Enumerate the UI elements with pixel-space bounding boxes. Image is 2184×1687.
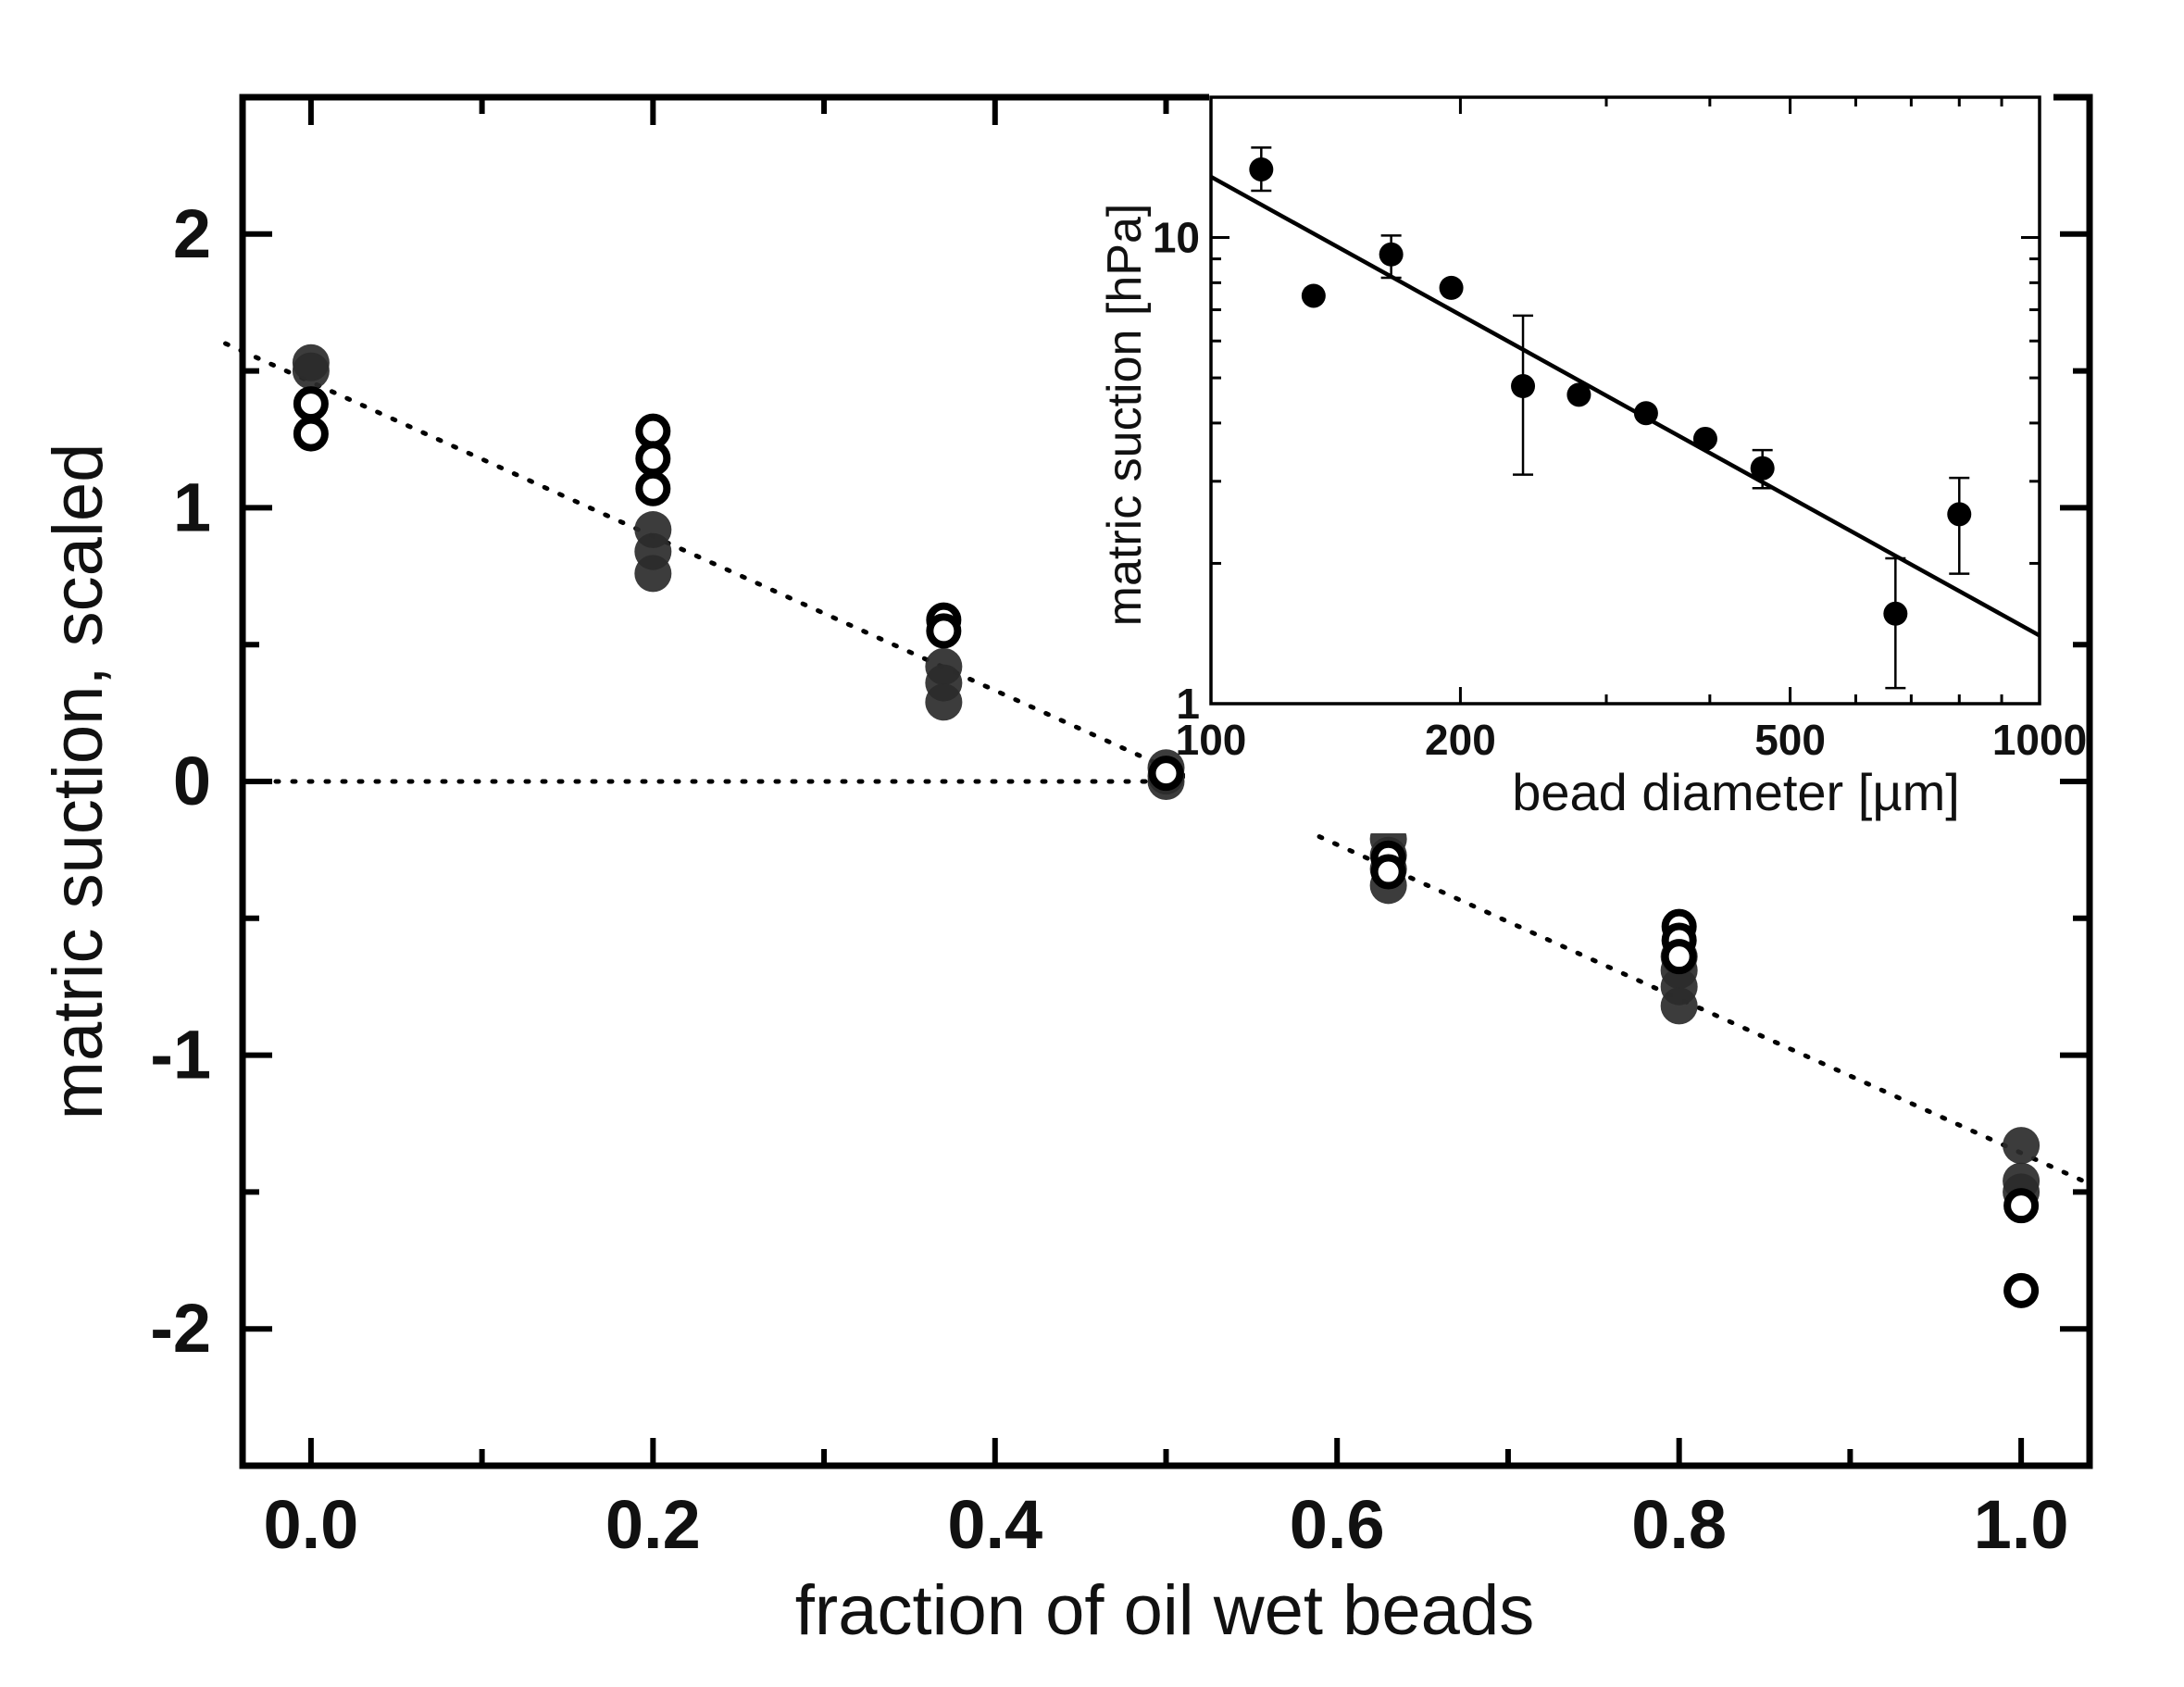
inset-y-axis-title: matric suction [hPa] (1098, 204, 1152, 627)
inset-plot-frame (1209, 95, 2041, 706)
inset-y-tick-label: 10 (1153, 214, 1200, 262)
y-tick-label: 2 (173, 195, 211, 272)
inset-data-point (1750, 456, 1775, 481)
inset-label-backdrop (1185, 713, 2060, 833)
inset-data-points (1249, 146, 1972, 690)
x-tick-label: 0.8 (1631, 1486, 1727, 1563)
main-plot-frame (239, 94, 2093, 1469)
x-tick-label: 0.0 (263, 1486, 358, 1563)
inset-y-tick-labels: 10 1 (1153, 214, 1200, 728)
open-data-point (1148, 756, 1184, 792)
open-data-point (926, 613, 962, 649)
inset-x-tick-label: 500 (1754, 716, 1826, 764)
inset-background (1209, 93, 2053, 704)
filled-data-point (292, 352, 330, 390)
y-tick-label: -2 (150, 1290, 211, 1367)
filled-data-point (634, 555, 672, 593)
y-tick-label: 0 (173, 743, 211, 819)
x-tick-label: 0.6 (1290, 1486, 1385, 1563)
y-tick-label: -1 (150, 1017, 211, 1093)
inset-data-point (1692, 426, 1717, 451)
open-data-point (635, 470, 671, 506)
inset-x-tick-label: 1000 (1992, 716, 2087, 764)
inset-data-point (1511, 374, 1536, 399)
inset-data-point (1566, 382, 1591, 407)
x-tick-label: 0.2 (605, 1486, 701, 1563)
inset-plot: 100 200 500 1000 10 1 bead diameter [µm] mat… (1098, 93, 2087, 833)
open-data-point (2003, 1272, 2040, 1308)
open-data-point (2003, 1188, 2040, 1224)
inset-data-point (1633, 401, 1658, 426)
inset-data-point (1301, 283, 1326, 308)
main-data-points (292, 344, 2040, 1308)
inset-x-tick-label: 100 (1176, 716, 1247, 764)
filled-data-point (2003, 1127, 2040, 1165)
main-x-tick-labels: 0.0 0.2 0.4 0.6 0.8 1.0 (263, 1486, 2068, 1563)
open-data-point (635, 413, 671, 449)
main-y-tick-labels: 2 1 0 -1 -2 (150, 195, 211, 1367)
inset-data-point (1439, 275, 1464, 300)
open-data-point (293, 386, 329, 422)
filled-data-point (925, 683, 963, 721)
open-data-point (293, 416, 329, 452)
main-y-axis-title: matric suction, scaled (39, 444, 118, 1120)
inset-y-tick-label: 1 (1176, 680, 1200, 728)
main-plot: 0.0 0.2 0.4 0.6 0.8 1.0 210-1-2 fraction of o… (39, 94, 2093, 1650)
inset-x-axis-title: bead diameter [µm] (1512, 763, 1960, 821)
main-reference-lines (223, 341, 2092, 1187)
linear-fit (223, 341, 2092, 1187)
open-data-point (1370, 854, 1406, 890)
inset-data-point (1883, 601, 1908, 626)
inset-data-point (1379, 242, 1404, 267)
inset-x-tick-label: 200 (1425, 716, 1496, 764)
x-tick-label: 0.4 (947, 1486, 1042, 1563)
y-tick-label: 1 (173, 469, 211, 545)
inset-x-tick-labels: 100 200 500 1000 (1176, 716, 2088, 764)
inset-data-point (1249, 156, 1274, 181)
open-data-point (1661, 939, 1697, 975)
x-tick-label: 1.0 (1974, 1486, 2069, 1563)
main-x-axis-title: fraction of oil wet beads (795, 1571, 1534, 1650)
open-data-point (635, 441, 671, 477)
inset-data-point (1947, 502, 1972, 527)
filled-data-point (1660, 987, 1698, 1025)
